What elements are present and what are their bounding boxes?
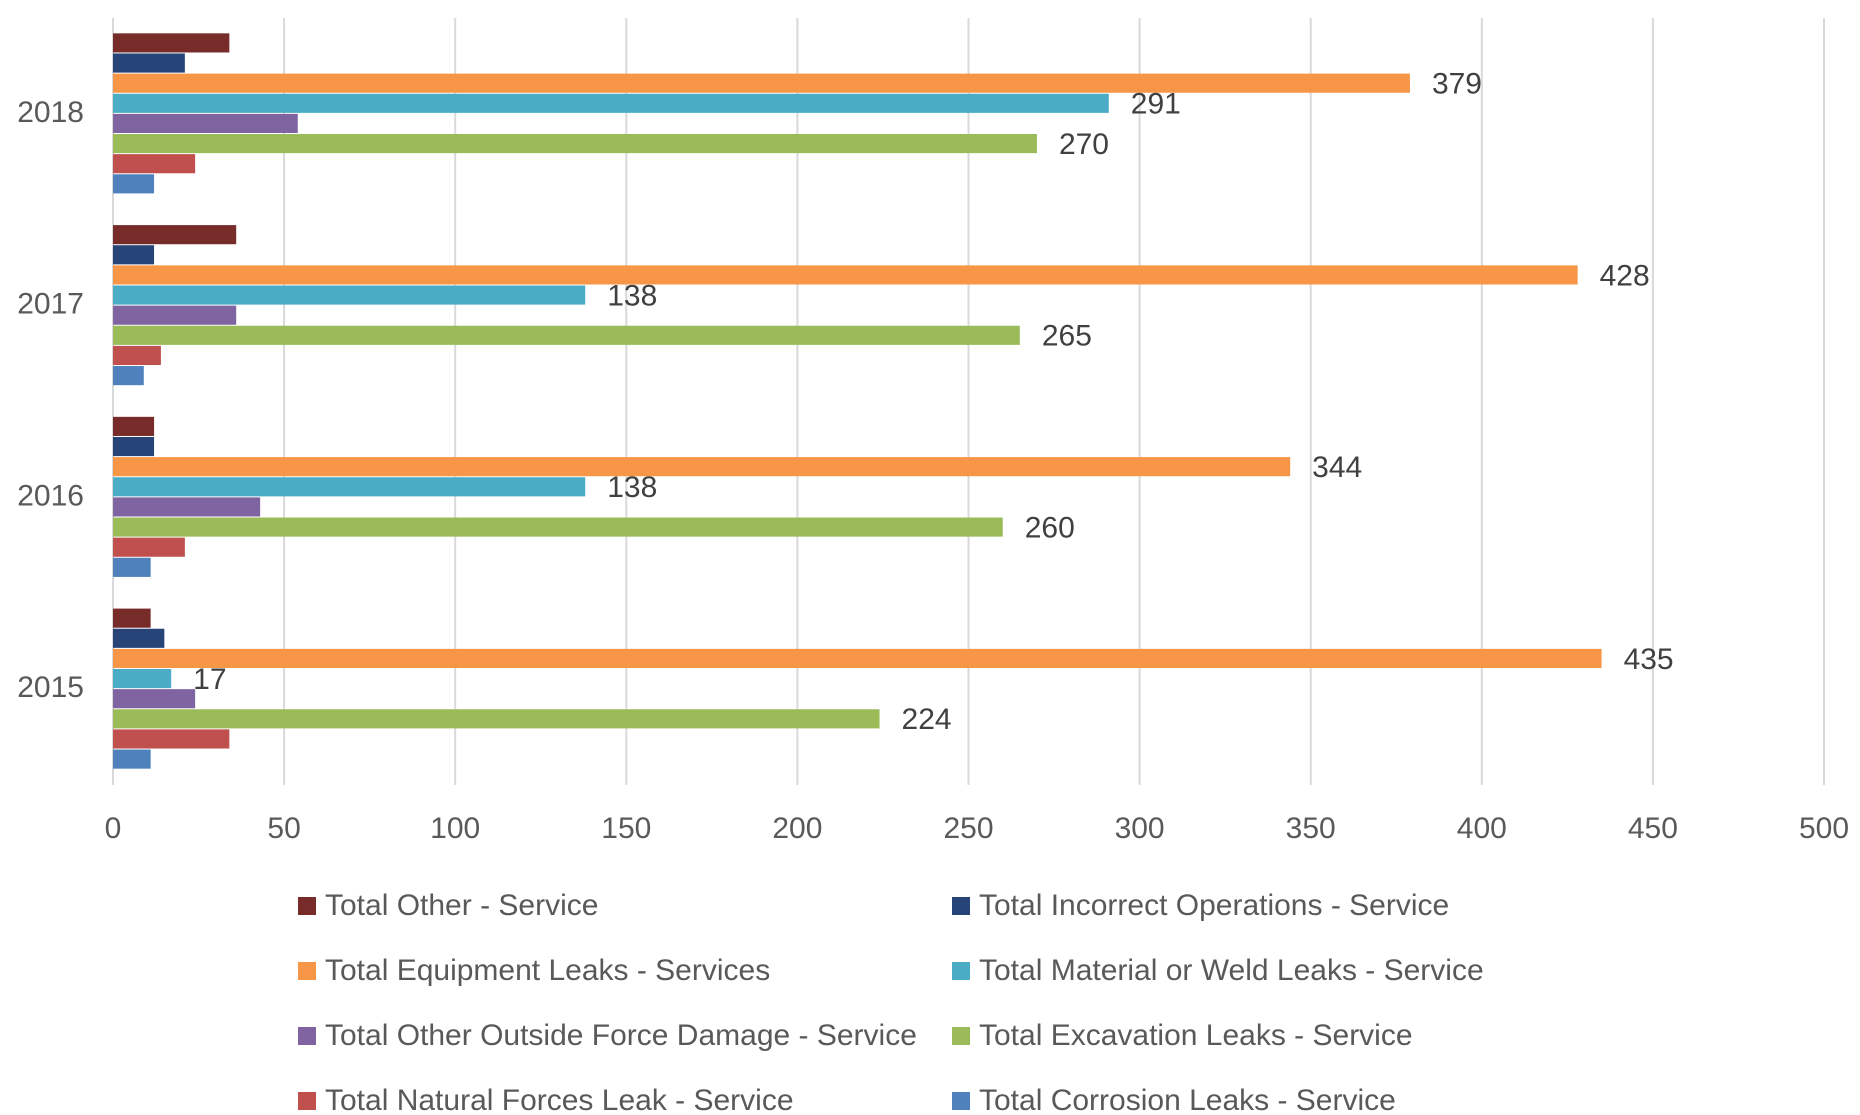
x-tick-label: 0 (105, 812, 122, 845)
x-tick-label: 250 (943, 812, 993, 845)
legend-swatch (298, 1027, 316, 1045)
data-label: 435 (1624, 643, 1674, 676)
data-label: 224 (902, 703, 952, 736)
y-tick-label: 2016 (17, 479, 84, 512)
bar (113, 749, 151, 769)
data-label: 17 (193, 663, 226, 696)
x-tick-label: 50 (267, 812, 300, 845)
legend-swatch (298, 962, 316, 980)
bar (113, 416, 155, 436)
bar (113, 113, 298, 134)
legend-label: Total Incorrect Operations - Service (979, 889, 1449, 922)
x-tick-label: 350 (1286, 812, 1336, 845)
bar (113, 628, 165, 648)
bar (113, 366, 144, 386)
bar (113, 225, 237, 245)
legend-label: Total Equipment Leaks - Services (325, 954, 770, 987)
bar (113, 729, 230, 749)
bar (113, 689, 196, 709)
legend-swatch (952, 897, 970, 915)
x-tick-label: 450 (1628, 812, 1678, 845)
legend-label: Total Other - Service (325, 889, 598, 922)
legend-label: Total Material or Weld Leaks - Service (979, 954, 1484, 987)
bar (113, 154, 196, 174)
bar (113, 668, 172, 689)
legend-swatch (298, 1092, 316, 1110)
data-label: 379 (1432, 68, 1482, 101)
legend-label: Total Natural Forces Leak - Service (325, 1084, 794, 1115)
x-tick-label: 100 (430, 812, 480, 845)
legend-label: Total Corrosion Leaks - Service (979, 1084, 1396, 1115)
x-tick-label: 200 (772, 812, 822, 845)
bar (113, 457, 1291, 477)
legend-swatch (952, 962, 970, 980)
data-label: 291 (1131, 88, 1181, 121)
data-label: 260 (1025, 511, 1075, 544)
legend-swatch (952, 1027, 970, 1045)
bar (113, 285, 586, 305)
bar (113, 557, 151, 577)
data-label: 265 (1042, 320, 1092, 353)
y-tick-label: 2017 (17, 288, 84, 321)
x-tick-label: 300 (1115, 812, 1165, 845)
data-label: 344 (1312, 451, 1362, 484)
bar (113, 477, 586, 497)
bar (113, 436, 155, 457)
bar (113, 53, 185, 73)
legend-swatch (298, 897, 316, 915)
bar (113, 608, 151, 628)
legend-label: Total Excavation Leaks - Service (979, 1019, 1413, 1052)
x-tick-label: 150 (601, 812, 651, 845)
bar (113, 134, 1037, 154)
bar (113, 648, 1602, 668)
bar (113, 709, 880, 729)
data-label: 270 (1059, 128, 1109, 161)
data-label: 138 (607, 279, 657, 312)
x-tick-label: 400 (1457, 812, 1507, 845)
bar (113, 345, 161, 366)
x-tick-label: 500 (1799, 812, 1849, 845)
bar (113, 325, 1020, 345)
y-tick-label: 2015 (17, 671, 84, 704)
legend-swatch (952, 1092, 970, 1110)
bar (113, 265, 1578, 285)
bar (113, 33, 230, 53)
bar (113, 517, 1003, 537)
bar (113, 537, 185, 557)
data-label: 428 (1600, 259, 1650, 292)
bar (113, 497, 261, 517)
bar (113, 93, 1109, 113)
y-tick-label: 2018 (17, 96, 84, 129)
bar (113, 174, 155, 194)
bar (113, 305, 237, 325)
data-label: 138 (607, 471, 657, 504)
legend-label: Total Other Outside Force Damage - Servi… (325, 1019, 917, 1052)
bar (113, 245, 155, 265)
bar (113, 73, 1410, 93)
